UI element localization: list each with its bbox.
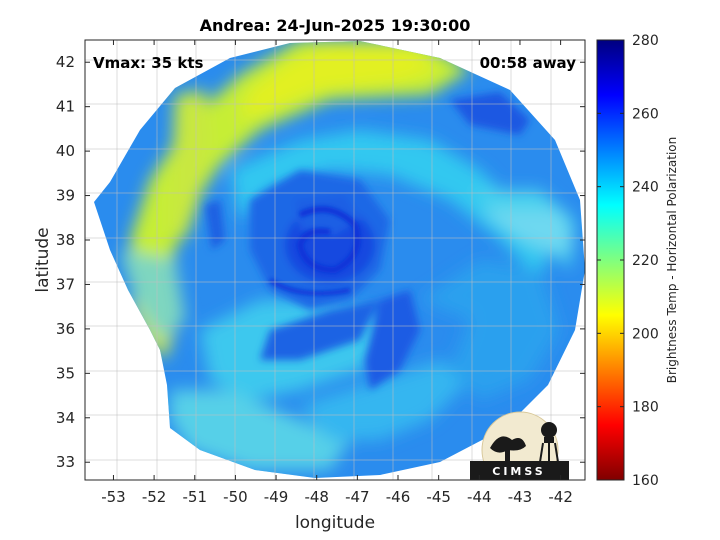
colorbar-tick-label: 200 [632,326,659,342]
colorbar-tick-label: 160 [632,473,659,489]
x-tick-label: -51 [183,488,208,506]
time-away-annotation: 00:58 away [480,54,577,72]
y-tick-label: 36 [56,320,75,338]
axes-frame [84,39,586,481]
y-tick-label: 38 [56,231,75,249]
x-tick-label: -48 [304,488,329,506]
y-ticks: 33 34 35 36 37 38 39 40 41 42 [56,53,585,471]
y-tick-label: 35 [56,364,75,382]
y-tick-label: 37 [56,275,75,293]
y-tick-label: 42 [56,53,75,71]
x-tick-label: -47 [345,488,370,506]
y-tick-label: 39 [56,187,75,205]
vmax-annotation: Vmax: 35 kts [93,54,203,72]
y-tick-label: 41 [56,98,75,116]
brightness-temperature-field: CIMSS [85,40,585,480]
colorbar-tick-label: 240 [632,180,659,196]
gridlines [85,40,585,480]
x-ticks: -53 -52 -51 -50 -49 -48 -47 -46 -45 -44 -43 -42 [101,40,573,506]
x-tick-label: -42 [548,488,573,506]
logo-text: CIMSS [492,465,545,478]
y-tick-label: 40 [56,142,75,160]
cimss-logo: CIMSS [470,411,569,480]
x-tick-label: -52 [142,488,167,506]
colorbar-ticks: 160 180 200 220 240 260 280 [597,33,659,489]
x-tick-label: -53 [101,488,126,506]
chart-title: Andrea: 24-Jun-2025 19:30:00 [200,16,471,35]
x-tick-label: -49 [264,488,289,506]
y-axis-label: latitude [33,227,53,292]
x-axis-label: longitude [295,513,375,533]
colorbar-tick-label: 280 [632,33,659,49]
colorbar-label: Brightness Temp - Horizontal Polarizatio… [665,137,679,384]
x-tick-label: -50 [223,488,248,506]
x-tick-label: -45 [426,488,451,506]
colorbar-tick-label: 260 [632,106,659,122]
x-tick-label: -46 [386,488,411,506]
y-tick-label: 34 [56,409,75,427]
x-tick-label: -44 [467,488,492,506]
x-tick-label: -43 [508,488,533,506]
colorbar-tick-label: 220 [632,253,659,269]
colorbar [596,39,625,481]
colorbar-tick-label: 180 [632,400,659,416]
y-tick-label: 33 [56,453,75,471]
